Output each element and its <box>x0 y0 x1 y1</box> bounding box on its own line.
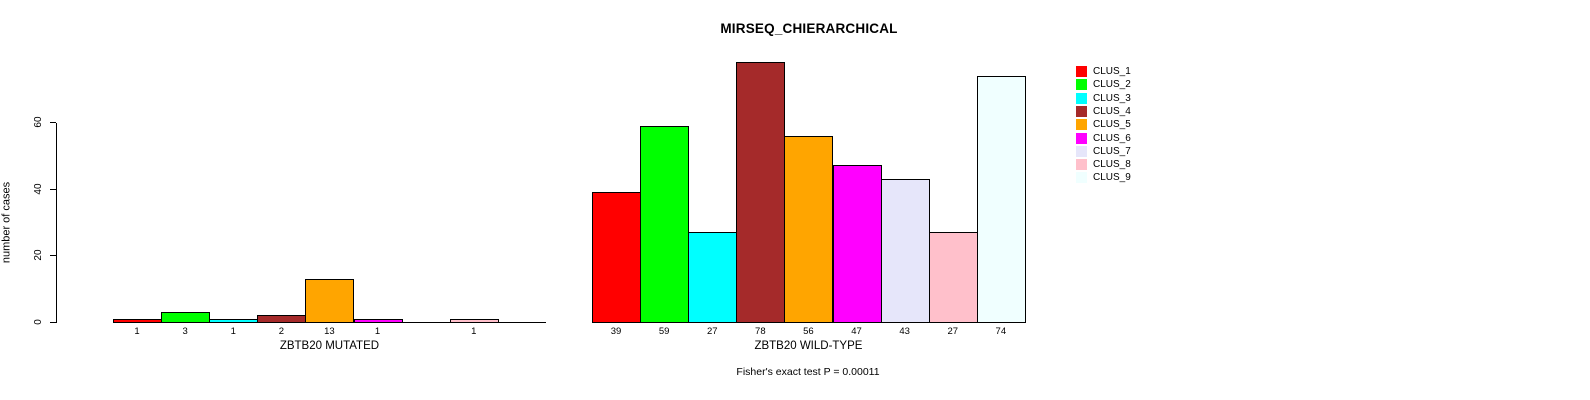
y-tick-label: 60 <box>33 116 44 128</box>
legend-label: CLUS_5 <box>1093 119 1131 131</box>
legend-swatch <box>1076 145 1087 157</box>
bar-value-label: 39 <box>610 326 622 337</box>
y-tick-mark <box>50 188 56 190</box>
bar-clus_4 <box>736 62 786 323</box>
y-tick-label: 40 <box>33 183 44 195</box>
bar-value-label: 43 <box>899 326 910 337</box>
bar-value-label: 78 <box>755 326 766 337</box>
legend-swatch <box>1076 119 1087 131</box>
legend-label: CLUS_2 <box>1093 79 1131 91</box>
bar-clus_1 <box>592 192 642 323</box>
bar-value-label: 1 <box>471 326 477 337</box>
legend-label: CLUS_8 <box>1093 159 1131 171</box>
bar-value-label: 56 <box>803 326 814 337</box>
legend-swatch <box>1076 132 1087 144</box>
bar-clus_5 <box>784 135 834 323</box>
bar-value-label: 2 <box>278 326 284 337</box>
bar-clus_6 <box>832 165 882 323</box>
legend-swatch <box>1076 79 1087 91</box>
fisher-test-note: Fisher's exact test P = 0.00011 <box>736 366 880 378</box>
bar-clus_8 <box>449 318 499 323</box>
x-axis-title-mutated: ZBTB20 MUTATED <box>279 340 380 352</box>
bar-clus_3 <box>688 232 738 323</box>
bar-clus_9 <box>976 75 1026 323</box>
legend-swatch <box>1076 172 1087 184</box>
legend-label: CLUS_1 <box>1093 66 1131 77</box>
bar-value-label: 59 <box>658 326 670 337</box>
y-tick-mark <box>50 322 56 323</box>
y-axis-title: number of cases <box>0 181 13 264</box>
x-axis-title-wildtype: ZBTB20 WILD-TYPE <box>754 340 863 352</box>
y-tick-label: 0 <box>33 319 44 325</box>
legend-label: CLUS_9 <box>1093 172 1131 184</box>
y-tick-mark <box>50 255 56 257</box>
bar-clus_6 <box>353 318 403 323</box>
bar-clus_3 <box>209 318 259 323</box>
legend-swatch <box>1076 92 1087 104</box>
bar-value-label: 47 <box>851 326 862 337</box>
bar-clus_7 <box>880 178 930 323</box>
bar-value-label: 13 <box>324 326 335 337</box>
legend-label: CLUS_3 <box>1093 92 1131 104</box>
bar-value-label: 1 <box>230 326 236 337</box>
bar-clus_8 <box>928 232 978 323</box>
legend-label: CLUS_7 <box>1093 145 1131 157</box>
bar-clus_4 <box>257 315 307 323</box>
bar-value-label: 3 <box>182 326 188 337</box>
legend-label: CLUS_4 <box>1093 105 1131 117</box>
y-tick-label: 20 <box>33 249 44 261</box>
bar-value-label: 74 <box>995 326 1007 337</box>
bar-clus_5 <box>305 278 355 323</box>
bar-clus_2 <box>640 125 690 323</box>
legend-swatch <box>1076 159 1087 171</box>
bar-value-label: 1 <box>134 326 140 337</box>
bar-clus_2 <box>161 312 211 323</box>
chart-title: MIRSEQ_CHIERARCHICAL <box>720 21 898 36</box>
bar-value-label: 27 <box>706 326 718 337</box>
bar-value-label: 1 <box>374 326 381 337</box>
legend-swatch <box>1076 66 1087 77</box>
bar-value-label: 27 <box>947 326 959 337</box>
legend-swatch <box>1076 105 1087 117</box>
y-axis-line <box>56 123 57 323</box>
bar-clus_1 <box>113 318 163 323</box>
legend-label: CLUS_6 <box>1093 132 1131 144</box>
y-tick-mark <box>50 122 56 124</box>
